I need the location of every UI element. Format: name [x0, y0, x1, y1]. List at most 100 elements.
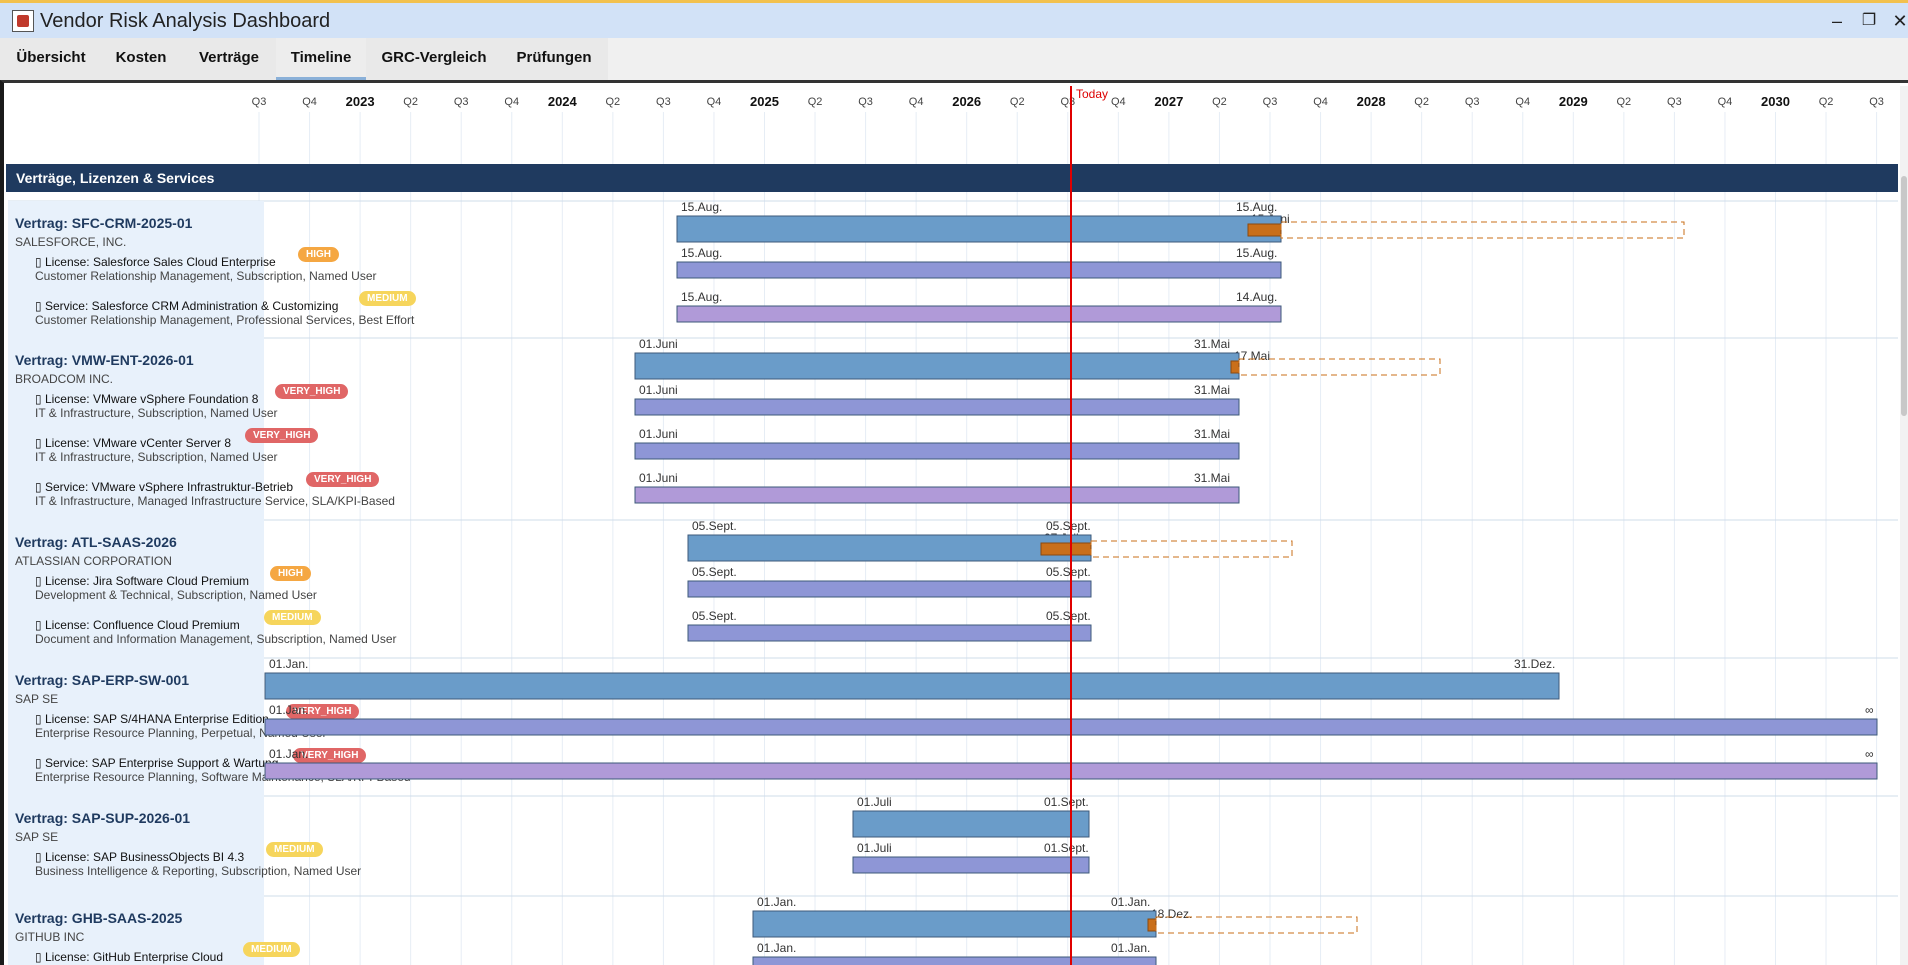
bar-start-label: 01.Jan. [269, 657, 309, 671]
axis-tick-label: 2023 [345, 94, 375, 109]
license-bar[interactable] [752, 956, 1157, 965]
tab-timeline[interactable]: Timeline [276, 38, 366, 80]
contract-title: Vertrag: SFC-CRM-2025-01 [15, 215, 193, 231]
item-title: ▯ Service: Salesforce CRM Administration… [35, 299, 339, 313]
contract-title: Vertrag: SAP-ERP-SW-001 [15, 672, 189, 688]
risk-badge: MEDIUM [264, 610, 321, 625]
axis-tick-label: Q2 [1414, 96, 1429, 108]
bar-start-label: 01.Juni [639, 383, 678, 397]
license-bar[interactable] [634, 442, 1240, 460]
renewal-marker[interactable] [1147, 918, 1157, 932]
axis-tick-label: Q2 [1616, 96, 1632, 108]
service-bar[interactable] [676, 305, 1282, 323]
tab-uebersicht[interactable]: Übersicht [16, 49, 86, 66]
axis-tick-label: 2025 [750, 94, 779, 109]
risk-badge: HIGH [270, 566, 311, 581]
bar-start-label: 05.Sept. [692, 519, 737, 533]
bar-start-label: 05.Sept. [692, 565, 737, 579]
renewal-window[interactable] [1280, 221, 1685, 239]
restore-button[interactable]: ❐ [1861, 12, 1877, 29]
axis-tick-label: Q4 [1111, 96, 1126, 108]
axis-tick-label: 2029 [1558, 94, 1588, 109]
contract-bar[interactable] [752, 910, 1157, 938]
bar-end-label: 31.Mai [1194, 471, 1231, 485]
bar-start-label: 01.Jan. [269, 703, 309, 717]
bar-end-label: 31.Mai [1194, 427, 1231, 441]
axis-tick-label: Q2 [807, 96, 823, 108]
license-bar[interactable] [852, 856, 1090, 874]
bar-end-label: 01.Jan. [1111, 941, 1151, 955]
renewal-window[interactable] [1090, 540, 1293, 558]
license-bar[interactable] [687, 624, 1092, 642]
item-subtitle: IT & Infrastructure, Subscription, Named… [35, 406, 278, 420]
title-bar: Vendor Risk Analysis Dashboard – ❐ ✕ [0, 0, 1908, 38]
bar-end-label: 31.Mai [1194, 337, 1231, 351]
bar-start-label: 01.Juni [639, 427, 678, 441]
contract-vendor: ATLASSIAN CORPORATION [15, 554, 172, 568]
item-title: ▯ License: SAP BusinessObjects BI 4.3 [35, 850, 245, 864]
risk-badge: VERY_HIGH [275, 384, 349, 399]
axis-tick-label: 2026 [952, 94, 982, 109]
item-subtitle: Document and Information Management, Sub… [35, 632, 397, 646]
minimize-button[interactable]: – [1831, 11, 1842, 31]
contract-bar[interactable] [264, 672, 1560, 700]
bar-start-label: 15.Aug. [681, 246, 723, 260]
renewal-marker[interactable] [1230, 360, 1240, 374]
tab-pruefungen[interactable]: Prüfungen [516, 49, 592, 66]
contract-vendor: SAP SE [15, 692, 59, 706]
tab-kosten[interactable]: Kosten [115, 49, 167, 66]
renewal-window[interactable] [1238, 358, 1441, 376]
item-title: ▯ License: VMware vSphere Foundation 8 [35, 392, 259, 406]
bar-start-label: 15.Aug. [681, 290, 723, 304]
risk-badge: HIGH [298, 247, 339, 262]
renewal-marker[interactable] [1040, 542, 1092, 556]
axis-tick-label: Q4 [504, 96, 520, 108]
risk-badge: VERY_HIGH [286, 704, 360, 719]
license-bar[interactable] [676, 261, 1282, 279]
app-icon [12, 10, 34, 32]
contract-title: Vertrag: VMW-ENT-2026-01 [15, 352, 194, 368]
bar-start-label: 01.Juni [639, 471, 678, 485]
axis-tick-label: Q4 [706, 96, 722, 108]
axis-tick-label: Q4 [1313, 96, 1328, 108]
license-bar[interactable] [687, 580, 1092, 598]
axis-tick-label: 2024 [547, 94, 577, 109]
axis-tick-label: Q3 [1667, 96, 1682, 108]
renewal-marker[interactable] [1247, 223, 1282, 237]
contract-row-label-bg [8, 796, 264, 896]
tab-strip: Übersicht Kosten Verträge Timeline GRC-V… [0, 38, 608, 80]
bar-start-label: 15.Aug. [681, 200, 723, 214]
item-title: ▯ License: VMware vCenter Server 8 [35, 436, 232, 450]
bar-end-label: 14.Aug. [1236, 290, 1278, 304]
bar-end-label: 05.Sept. [1046, 565, 1091, 579]
contract-bar[interactable] [687, 534, 1092, 562]
close-button[interactable]: ✕ [1892, 11, 1908, 31]
contract-vendor: BROADCOM INC. [15, 372, 114, 386]
bar-end-label: 01.Jan. [1111, 895, 1151, 909]
vertical-scrollbar[interactable] [1900, 86, 1908, 965]
contract-bar[interactable] [676, 215, 1282, 243]
contract-vendor: SAP SE [15, 830, 59, 844]
bar-start-label: 01.Juli [857, 795, 892, 809]
item-title: ▯ License: GitHub Enterprise Cloud [35, 950, 224, 964]
license-bar[interactable] [634, 398, 1240, 416]
bar-start-label: 01.Juni [639, 337, 678, 351]
contract-bar[interactable] [634, 352, 1240, 380]
contract-bar[interactable] [852, 810, 1090, 838]
bar-start-label: 01.Jan. [269, 747, 309, 761]
risk-badge: MEDIUM [359, 291, 416, 306]
item-subtitle: IT & Infrastructure, Managed Infrastruct… [35, 494, 395, 508]
item-title: ▯ License: Confluence Cloud Premium [35, 618, 240, 632]
item-subtitle: Customer Relationship Management, Subscr… [35, 269, 377, 283]
axis-tick-label: Q2 [1212, 96, 1227, 108]
tab-vertraege[interactable]: Verträge [198, 49, 260, 66]
item-title: ▯ License: Salesforce Sales Cloud Enterp… [35, 255, 276, 269]
risk-badge: MEDIUM [243, 942, 300, 957]
renewal-window[interactable] [1155, 916, 1358, 934]
contract-row-label-bg [8, 896, 264, 965]
scrollbar-thumb[interactable] [1901, 176, 1907, 416]
tab-grc-vergleich[interactable]: GRC-Vergleich [381, 49, 487, 66]
axis-tick-label: 2027 [1154, 94, 1184, 109]
bar-end-label: 31.Mai [1194, 383, 1231, 397]
service-bar[interactable] [634, 486, 1240, 504]
